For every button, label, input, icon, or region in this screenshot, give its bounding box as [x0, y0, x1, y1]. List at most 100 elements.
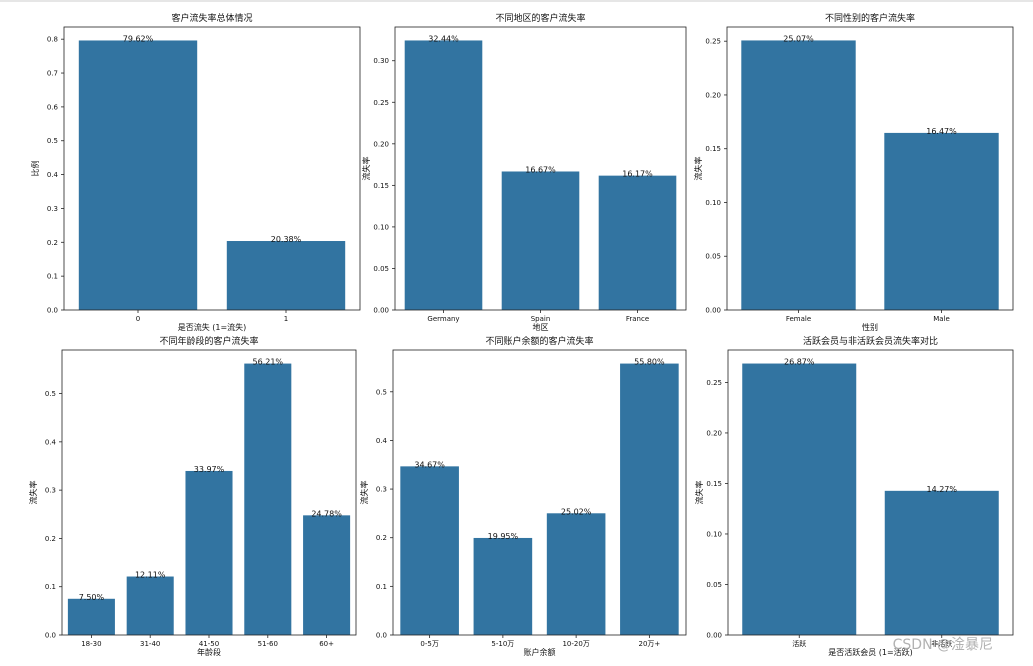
chart-2-xtick-label-2: Spain: [531, 315, 551, 323]
chart-2-ylabel: 流失率: [361, 157, 371, 181]
chart-4-xtick-label-3: 41-50: [199, 640, 219, 648]
chart-5-data-label-2: 19.95%: [488, 532, 519, 541]
chart-4-bar-4: [244, 363, 292, 635]
chart-3-xlabel: 性别: [862, 322, 878, 332]
chart-6-xtick-label-1: 活跃: [792, 639, 806, 648]
chart-6-ylabel: 流失率: [694, 481, 704, 505]
chart-2-ytick-label-4: 0.15: [373, 182, 389, 190]
chart-6-bar-1: [742, 363, 857, 635]
chart-1-ytick-label-3: 0.2: [47, 239, 58, 247]
chart-3-ytick-label-4: 0.15: [705, 145, 721, 153]
chart-5-ytick-label-4: 0.3: [376, 486, 387, 494]
chart-3-data-label-1: 25.07%: [783, 34, 814, 43]
chart-5-xtick-label-2: 5-10万: [491, 640, 514, 648]
chart-3-data-label-2: 16.47%: [926, 127, 957, 136]
chart-5-data-label-4: 55.80%: [634, 358, 665, 367]
chart-5-bar-4: [620, 363, 679, 635]
chart-3-ytick-label-1: 0.00: [705, 307, 721, 315]
chart-4-ytick-label-6: 0.5: [45, 390, 56, 398]
chart-1-bar-2: [226, 241, 346, 310]
chart-2-bar-2: [501, 171, 580, 310]
chart-2-title: 不同地区的客户流失率: [495, 12, 585, 24]
chart-2-bar-1: [404, 40, 483, 311]
chart-5-ytick-label-5: 0.4: [376, 437, 388, 445]
chart-4-xtick-label-1: 18-30: [81, 640, 101, 648]
chart-4-xtick-label-4: 51-60: [258, 640, 278, 648]
chart-1-ytick-label-8: 0.7: [47, 70, 58, 78]
chart-3-xtick-label-1: Female: [786, 315, 811, 323]
chart-5-xlabel: 账户余额: [524, 647, 556, 657]
chart-5-title: 不同账户余额的客户流失率: [485, 335, 593, 347]
chart-1-ytick-label-4: 0.3: [47, 205, 58, 213]
chart-4-title: 不同年龄段的客户流失率: [159, 335, 258, 347]
chart-6-xtick-label-2: 非活跃: [931, 639, 952, 648]
chart-4-bar-3: [185, 470, 233, 635]
chart-6-bar-2: [884, 490, 999, 635]
chart-1-ytick-label-9: 0.8: [47, 36, 58, 44]
chart-2-ytick-label-1: 0.00: [373, 307, 389, 315]
chart-4-bar-1: [67, 598, 115, 635]
chart-3-title: 不同性别的客户流失率: [825, 12, 915, 24]
chart-3-ytick-label-6: 0.25: [705, 38, 721, 46]
chart-2-ytick-label-6: 0.25: [373, 99, 389, 107]
chart-5-xtick-label-4: 20万+: [638, 640, 660, 648]
chart-6-ytick-label-1: 0.00: [706, 632, 722, 640]
chart-5-bar-2: [473, 537, 533, 635]
chart-3-bar-1: [741, 40, 856, 311]
chart-6-xlabel: 是否活跃会员 (1=活跃): [828, 647, 913, 657]
chart-5-ytick-label-2: 0.1: [376, 583, 387, 591]
chart-1-title: 客户流失率总体情况: [171, 12, 252, 24]
chart-6-ytick-label-6: 0.25: [706, 379, 722, 387]
chart-3-bar-2: [884, 132, 999, 310]
chart-1-ytick-label-5: 0.4: [47, 171, 59, 179]
chart-5-xtick-label-1: 0-5万: [420, 640, 438, 648]
chart-4-bar-2: [126, 576, 174, 635]
chart-1-xtick-label-1: 0: [136, 315, 140, 323]
chart-6-axes-frame: [727, 349, 1014, 636]
chart-5-ylabel: 流失率: [359, 481, 369, 505]
chart-5-bar-1: [400, 466, 459, 635]
chart-1-bar-1: [78, 40, 198, 311]
chart-6-ytick-label-5: 0.20: [706, 429, 722, 437]
chart-4-xtick-label-5: 60+: [319, 640, 334, 648]
chart-2-data-label-3: 16.17%: [622, 170, 653, 179]
chart-3-ylabel: 流失率: [693, 157, 703, 181]
chart-1-xlabel: 是否流失 (1=流失): [178, 322, 247, 332]
chart-3-xtick-label-2: Male: [933, 315, 950, 323]
chart-2-ytick-label-2: 0.05: [373, 265, 389, 273]
chart-4-data-label-5: 24.78%: [311, 509, 342, 518]
chart-1-xtick-label-2: 1: [284, 315, 288, 323]
chart-4-ytick-label-1: 0.0: [45, 632, 56, 640]
chart-2-bar-3: [598, 175, 677, 310]
chart-3-axes-frame: [726, 26, 1014, 311]
chart-5-data-label-1: 34.67%: [414, 460, 445, 469]
chart-1-ytick-label-6: 0.5: [47, 137, 58, 145]
chart-3-ytick-label-3: 0.10: [705, 199, 721, 207]
chart-5-bar-3: [546, 513, 606, 635]
chart-2-data-label-1: 32.44%: [428, 34, 459, 43]
chart-6-data-label-2: 14.27%: [926, 485, 957, 494]
chart-4-xlabel: 年龄段: [197, 647, 221, 657]
chart-4-ylabel: 流失率: [28, 481, 38, 505]
watermark: CSDN @淦暴尼: [892, 637, 993, 653]
chart-2-xtick-label-3: France: [626, 315, 649, 323]
chart-4-ytick-label-4: 0.3: [45, 487, 56, 495]
chart-4-bar-5: [303, 515, 351, 635]
chart-4-data-label-2: 12.11%: [135, 571, 166, 580]
chart-2-data-label-2: 16.67%: [525, 165, 556, 174]
chart-5-axes-frame: [392, 349, 687, 636]
chart-2-ytick-label-5: 0.20: [373, 140, 389, 148]
chart-2-ytick-label-3: 0.10: [373, 223, 389, 231]
chart-2-ytick-label-7: 0.30: [373, 57, 389, 65]
chart-5-xtick-label-3: 10-20万: [562, 640, 589, 648]
chart-6-ytick-label-4: 0.15: [706, 480, 722, 488]
chart-5-ytick-label-6: 0.5: [376, 388, 387, 396]
chart-3-ytick-label-5: 0.20: [705, 91, 721, 99]
chart-4-axes-frame: [61, 349, 357, 636]
chart-6-ytick-label-2: 0.05: [706, 581, 722, 589]
chart-4-ytick-label-3: 0.2: [45, 535, 56, 543]
chart-1-data-label-2: 20.38%: [271, 235, 302, 244]
chart-4-xtick-label-2: 31-40: [140, 640, 160, 648]
chart-2-xtick-label-1: Germany: [427, 315, 459, 323]
